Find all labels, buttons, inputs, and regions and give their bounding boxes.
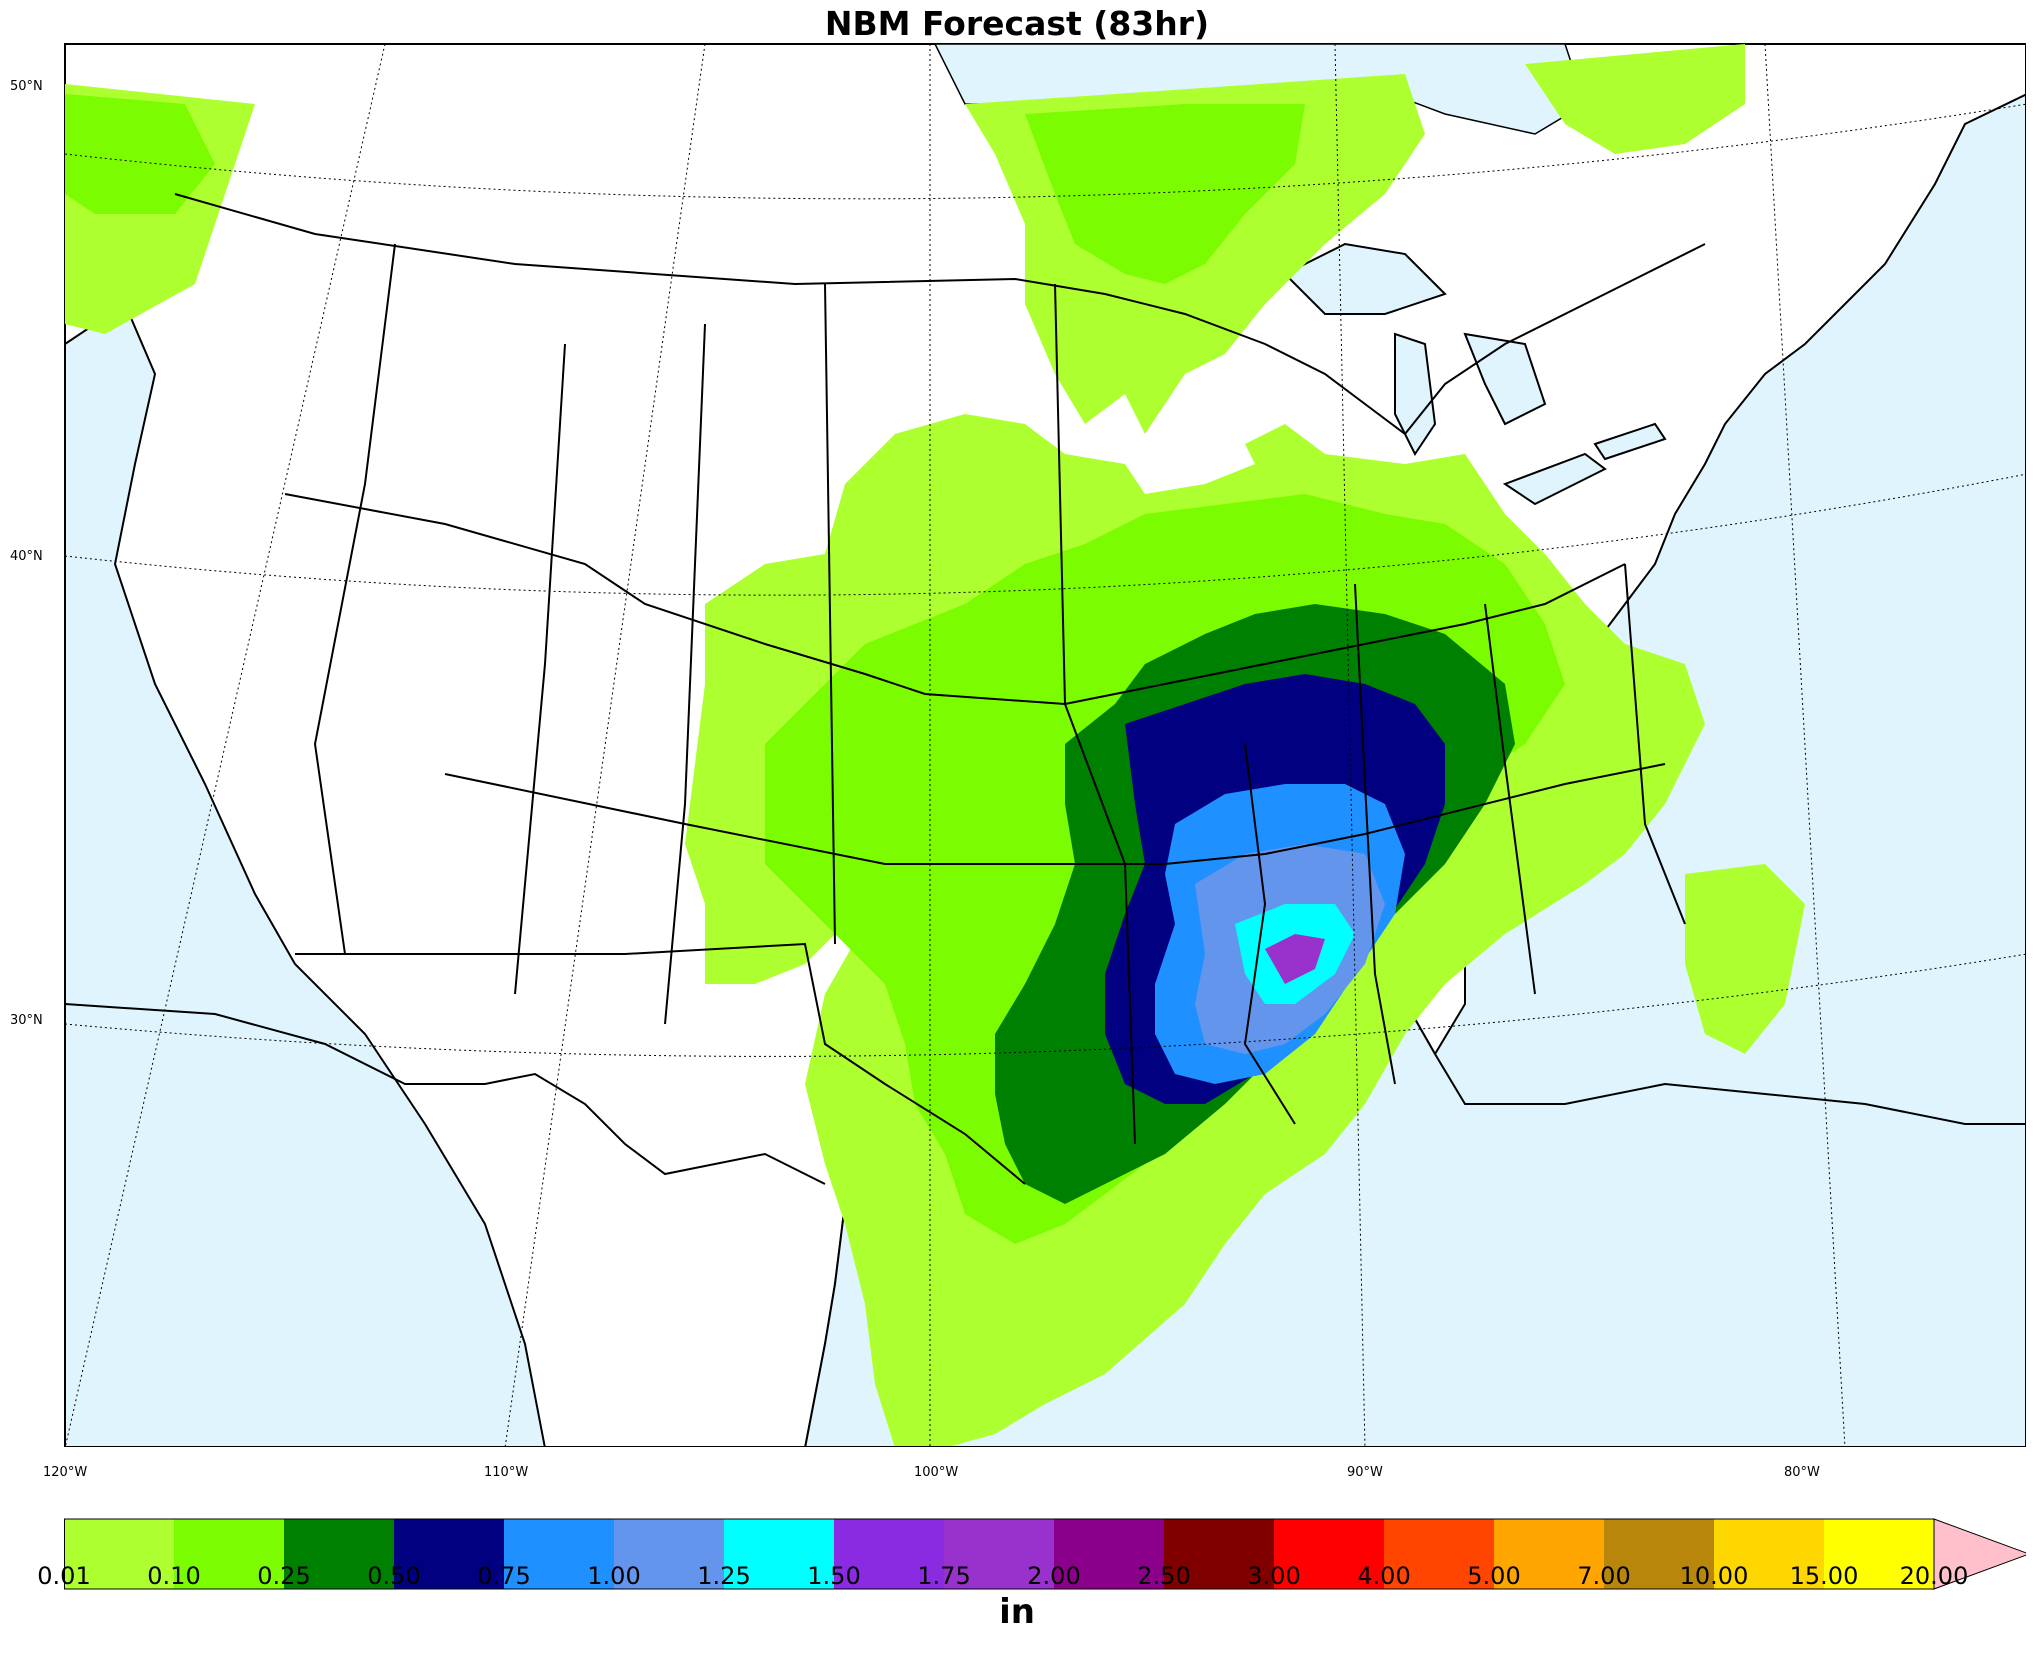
- colorbar-segment: [1824, 1519, 1934, 1589]
- colorbar-tick-label: 20.00: [1899, 1562, 1969, 1590]
- colorbar-segment: [1164, 1519, 1274, 1589]
- colorbar-segment: [614, 1519, 724, 1589]
- colorbar-segment: [1274, 1519, 1384, 1589]
- lake-superior: [1283, 242, 1447, 315]
- lon-label-110: 110°W: [484, 1465, 529, 1480]
- colorbar-tick-label: 0.50: [367, 1562, 421, 1590]
- colorbar-outline: [64, 1518, 1935, 1590]
- colorbar-segment: [174, 1519, 284, 1589]
- colorbar-tick-label: 1.25: [697, 1562, 751, 1590]
- colorbar-segment: [724, 1519, 834, 1589]
- lake-ontario: [1593, 422, 1667, 461]
- colorbar-segment: [1384, 1519, 1494, 1589]
- lake-erie: [1502, 452, 1607, 506]
- precip-1.50: [1265, 934, 1325, 984]
- lon-label-90: 90°W: [1347, 1465, 1383, 1480]
- colorbar: [64, 1518, 2026, 1590]
- lat-label-30: 30°N: [10, 1013, 43, 1028]
- precip-0.10-canada: [1025, 104, 1305, 284]
- lat-label-40: 40°N: [10, 549, 43, 564]
- colorbar-tick-label: 1.75: [917, 1562, 971, 1590]
- pacific-ocean: [65, 302, 546, 1446]
- colorbar-tick-label: 1.50: [807, 1562, 861, 1590]
- colorbar-segment: [504, 1519, 614, 1589]
- colorbar-tick-label: 2.00: [1027, 1562, 1081, 1590]
- lat-label-50: 50°N: [10, 79, 43, 94]
- colorbar-segment: [1604, 1519, 1714, 1589]
- lon-label-100: 100°W: [914, 1465, 959, 1480]
- precip-0.10-nw: [65, 94, 215, 214]
- colorbar-segment: [1494, 1519, 1604, 1589]
- colorbar-segment: [1714, 1519, 1824, 1589]
- colorbar-tick-label: 2.50: [1137, 1562, 1191, 1590]
- lon-label-120: 120°W: [43, 1465, 88, 1480]
- precip-fill-layers: [65, 44, 1805, 1446]
- political-borders: [65, 193, 1706, 1185]
- colorbar-units: in: [999, 1592, 1035, 1632]
- colorbar-tick-label: 1.00: [587, 1562, 641, 1590]
- colorbar-tick-label: 4.00: [1357, 1562, 1411, 1590]
- colorbar-tick-label: 0.75: [477, 1562, 531, 1590]
- colorbar-tick-label: 15.00: [1789, 1562, 1859, 1590]
- graticule: [65, 44, 2025, 1446]
- precip-0.01-se: [1685, 864, 1805, 1054]
- map-canvas: [65, 44, 2025, 1446]
- colorbar-segment: [64, 1519, 174, 1589]
- colorbar-tick-label: 0.01: [37, 1562, 91, 1590]
- map-title: NBM Forecast (83hr): [824, 4, 1210, 43]
- precip-0.01-canada-east: [1525, 44, 1745, 154]
- colorbar-segment: [944, 1519, 1054, 1589]
- colorbar-segment: [1054, 1519, 1164, 1589]
- colorbar-segment: [834, 1519, 944, 1589]
- precipitation-map[interactable]: [64, 43, 2026, 1447]
- colorbar-tick-label: 5.00: [1467, 1562, 1521, 1590]
- lake-michigan: [1394, 332, 1437, 456]
- colorbar-segment: [284, 1519, 394, 1589]
- colorbar-tick-label: 3.00: [1247, 1562, 1301, 1590]
- colorbar-tick-label: 0.25: [257, 1562, 311, 1590]
- lon-label-80: 80°W: [1784, 1465, 1820, 1480]
- colorbar-tick-label: 7.00: [1577, 1562, 1631, 1590]
- colorbar-tick-label: 10.00: [1679, 1562, 1749, 1590]
- colorbar-tick-label: 0.10: [147, 1562, 201, 1590]
- colorbar-segment: [394, 1519, 504, 1589]
